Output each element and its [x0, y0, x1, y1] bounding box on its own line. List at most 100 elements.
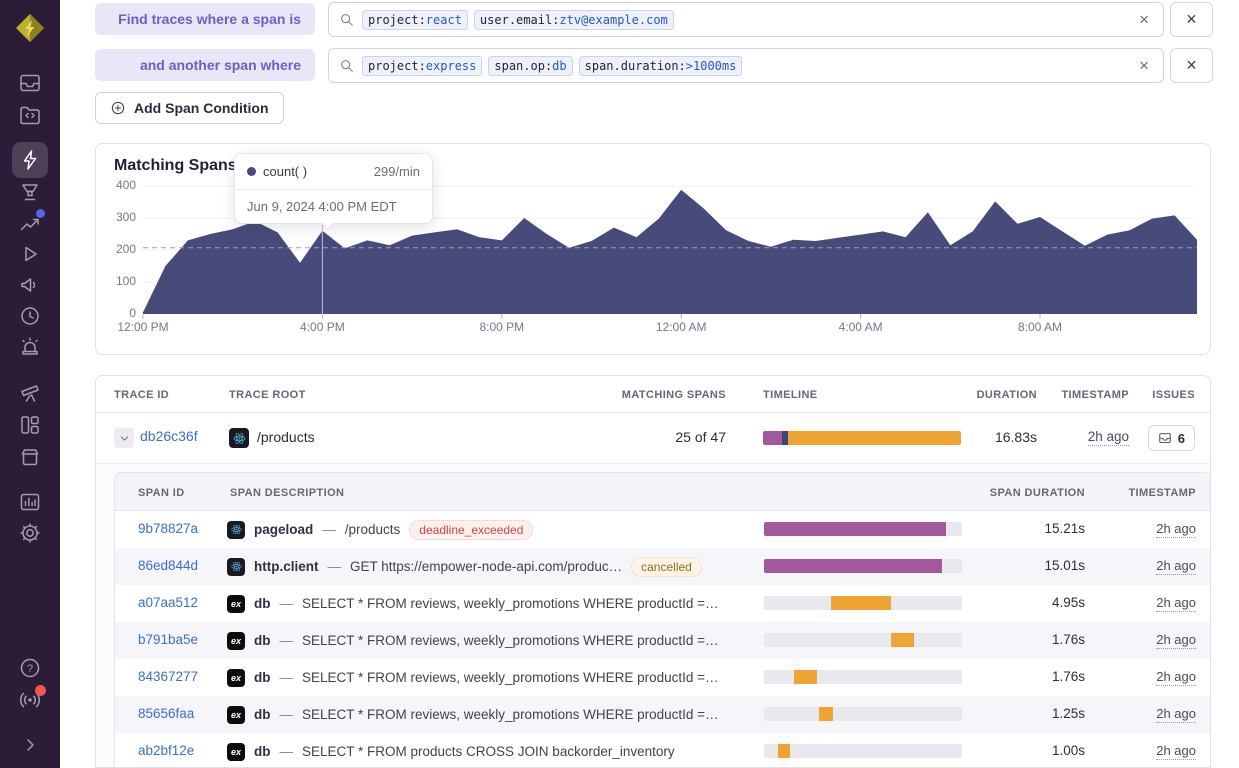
span-duration: 1.25s	[1051, 706, 1085, 721]
explore-icon[interactable]	[18, 381, 42, 405]
chart-title: Matching Spans	[114, 157, 237, 174]
col-duration: DURATION	[976, 389, 1037, 401]
help-icon[interactable]: ?	[18, 656, 42, 680]
remove-condition-button-2[interactable]: ×	[1170, 48, 1213, 83]
app-logo[interactable]	[13, 11, 47, 45]
collapse-trace-icon[interactable]	[114, 428, 134, 448]
span-op: db	[254, 596, 271, 611]
span-duration-bar	[764, 670, 962, 684]
trace-duration: 16.83s	[994, 429, 1037, 445]
series-dot-icon	[247, 167, 256, 176]
span-table-header: SPAN ID SPAN DESCRIPTION SPAN DURATION T…	[115, 473, 1210, 511]
active-nav-highlight	[12, 142, 48, 178]
archive-icon[interactable]	[18, 445, 42, 469]
feedback-icon[interactable]	[18, 273, 42, 297]
collapse-sidebar-icon[interactable]	[18, 733, 42, 757]
search-token[interactable]: project:express	[362, 55, 483, 76]
span-id-link[interactable]: 84367277	[138, 669, 199, 684]
search-token[interactable]: user.email:ztv@example.com	[473, 9, 674, 30]
span-timestamp: 2h ago	[1156, 743, 1196, 760]
alerts-icon[interactable]	[18, 335, 42, 359]
span-duration-bar	[764, 596, 962, 610]
tooltip-value: 299/min	[373, 164, 420, 179]
span-description: SELECT * FROM products CROSS JOIN backor…	[302, 744, 675, 759]
span-timestamp: 2h ago	[1156, 632, 1196, 649]
span-id-link[interactable]: 85656faa	[138, 706, 195, 721]
condition-label-1: Find traces where a span is	[95, 3, 315, 35]
replays-icon[interactable]	[18, 242, 42, 266]
issues-icon[interactable]	[18, 71, 42, 95]
span-search-input-1[interactable]: project:react user.email:ztv@example.com…	[328, 2, 1164, 37]
search-token[interactable]: span.duration:>1000ms	[578, 55, 743, 76]
span-duration: 1.76s	[1051, 632, 1085, 647]
span-timestamp: 2h ago	[1156, 669, 1196, 686]
span-row: b791ba5e ex db — SELECT * FROM reviews, …	[115, 622, 1210, 659]
react-platform-icon	[227, 520, 245, 539]
stats-icon[interactable]	[18, 490, 42, 514]
whats-new-dot	[35, 685, 46, 696]
col-issues: ISSUES	[1152, 389, 1195, 401]
span-op: db	[254, 707, 271, 722]
expanded-trace-area: SPAN ID SPAN DESCRIPTION SPAN DURATION T…	[96, 463, 1210, 767]
trace-table-header: TRACE ID TRACE ROOT MATCHING SPANS TIMEL…	[96, 376, 1210, 413]
sidebar: ?	[0, 0, 60, 768]
express-platform-icon: ex	[227, 742, 245, 761]
span-row: ab2bf12e ex db — SELECT * FROM products …	[138, 742, 1196, 761]
span-timestamp: 2h ago	[1156, 595, 1196, 612]
settings-icon[interactable]	[18, 521, 42, 545]
span-search-input-2[interactable]: project:express span.op:db span.duration…	[328, 48, 1164, 83]
clear-search-icon[interactable]: ×	[1139, 56, 1149, 75]
issues-count: 6	[1177, 430, 1185, 446]
span-timestamp: 2h ago	[1156, 558, 1196, 575]
span-id-link[interactable]: b791ba5e	[138, 632, 199, 647]
react-platform-icon	[229, 428, 249, 448]
span-id-link[interactable]: 9b78827a	[138, 521, 199, 536]
span-id-link[interactable]: a07aa512	[138, 595, 199, 610]
span-row: 9b78827a pageload — /products deadline_e…	[115, 511, 1210, 548]
span-id-link[interactable]: ab2bf12e	[138, 743, 195, 758]
traces-icon[interactable]	[18, 148, 42, 172]
span-timestamp: 2h ago	[1156, 706, 1196, 723]
search-icon	[341, 59, 353, 72]
history-icon[interactable]	[18, 304, 42, 328]
col-span-timestamp: TIMESTAMP	[1128, 487, 1196, 499]
span-duration-bar	[764, 744, 962, 758]
dashboards-icon[interactable]	[18, 413, 42, 437]
span-row: 85656faa ex db — SELECT * FROM reviews, …	[115, 696, 1210, 733]
trace-root-name: /products	[257, 429, 315, 445]
whats-new-icon[interactable]	[18, 685, 46, 712]
trace-row: db26c36f /products 25 of 47 16.83s 2h ag…	[96, 413, 1210, 463]
col-span-duration: SPAN DURATION	[989, 487, 1085, 499]
col-matching-spans: MATCHING SPANS	[621, 389, 726, 401]
insights-icon[interactable]	[18, 209, 45, 236]
col-span-id: SPAN ID	[138, 487, 185, 499]
span-id-link[interactable]: 86ed844d	[138, 558, 199, 573]
remove-condition-button-1[interactable]: ×	[1170, 2, 1213, 37]
col-trace-id: TRACE ID	[114, 389, 170, 401]
span-funnel-icon[interactable]	[18, 180, 42, 204]
span-duration-bar	[764, 559, 962, 573]
plus-circle-icon	[111, 101, 125, 115]
trace-issues-badge[interactable]: 6	[1147, 425, 1195, 451]
projects-icon[interactable]	[18, 103, 42, 127]
span-op: pageload	[254, 522, 314, 537]
search-token[interactable]: project:react	[362, 9, 468, 30]
issues-badge-icon	[1159, 433, 1171, 443]
clear-search-icon[interactable]: ×	[1139, 10, 1149, 29]
search-token[interactable]: span.op:db	[488, 55, 573, 76]
insights-notification-dot	[36, 209, 45, 218]
matching-spans-count: 25 of 47	[675, 429, 726, 445]
span-description: SELECT * FROM reviews, weekly_promotions…	[302, 633, 719, 648]
add-span-condition-button[interactable]: Add Span Condition	[95, 92, 284, 124]
span-op: http.client	[254, 559, 319, 574]
col-span-description: SPAN DESCRIPTION	[230, 487, 345, 499]
span-duration: 4.95s	[1051, 595, 1085, 610]
chart-tooltip: count( ) 299/min Jun 9, 2024 4:00 PM EDT	[234, 153, 433, 230]
add-span-condition-label: Add Span Condition	[134, 100, 269, 116]
col-timeline: TIMELINE	[763, 389, 818, 401]
span-timestamp: 2h ago	[1156, 521, 1196, 538]
trace-id-link[interactable]: db26c36f	[140, 428, 198, 444]
matching-spans-chart-panel: Matching Spans 0 100 200 300 400 12:00 PM 4:0…	[95, 143, 1211, 355]
span-row: 84367277 ex db — SELECT * FROM reviews, …	[138, 668, 1196, 687]
span-duration-bar	[764, 633, 962, 647]
